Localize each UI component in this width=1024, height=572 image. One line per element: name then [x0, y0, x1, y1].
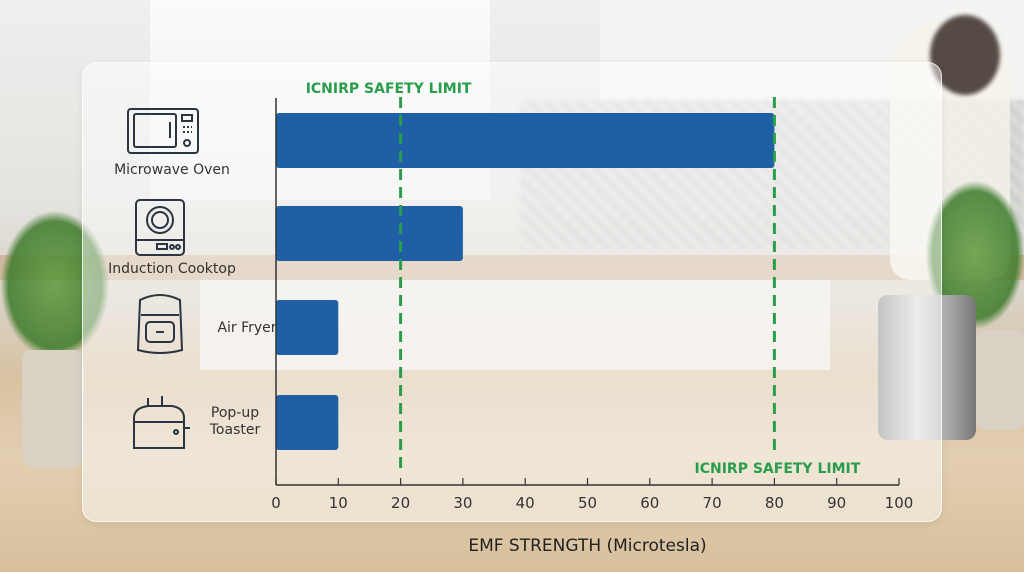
background-tiffin	[878, 295, 976, 440]
x-tick-label: 0	[271, 494, 281, 512]
category-label: Microwave Oven	[114, 162, 230, 178]
x-tick-label: 90	[827, 494, 846, 512]
bar-induction-cooktop	[276, 206, 463, 261]
x-tick-label: 20	[391, 494, 410, 512]
bar-microwave	[276, 113, 775, 168]
bar-air-fryer	[276, 300, 339, 355]
category-label: Air Fryer	[217, 320, 276, 336]
background-pot-right	[976, 330, 1024, 430]
safety-limit-label: ICNIRP SAFETY LIMIT	[306, 81, 472, 97]
background-pot-left	[22, 350, 84, 468]
x-tick-label: 70	[703, 494, 722, 512]
induction-cooktop-icon	[135, 199, 185, 256]
background-plant-left	[0, 210, 110, 360]
bar-toaster	[276, 395, 339, 450]
x-tick-label: 30	[453, 494, 472, 512]
toaster-icon	[133, 396, 190, 449]
x-tick-label: 100	[885, 494, 914, 512]
air-fryer-icon	[136, 294, 184, 354]
category-label: Induction Cooktop	[108, 261, 236, 277]
x-axis-title: EMF STRENGTH (Microtesla)	[468, 536, 706, 556]
x-tick-label: 10	[329, 494, 348, 512]
background-counter	[0, 255, 1024, 280]
category-label: Toaster	[209, 422, 261, 438]
x-tick-label: 50	[578, 494, 597, 512]
x-tick-label: 40	[516, 494, 535, 512]
x-tick-label: 80	[765, 494, 784, 512]
safety-limit-label: ICNIRP SAFETY LIMIT	[695, 461, 861, 477]
category-label: Pop-up	[211, 405, 259, 421]
x-tick-label: 60	[640, 494, 659, 512]
microwave-icon	[127, 108, 199, 154]
